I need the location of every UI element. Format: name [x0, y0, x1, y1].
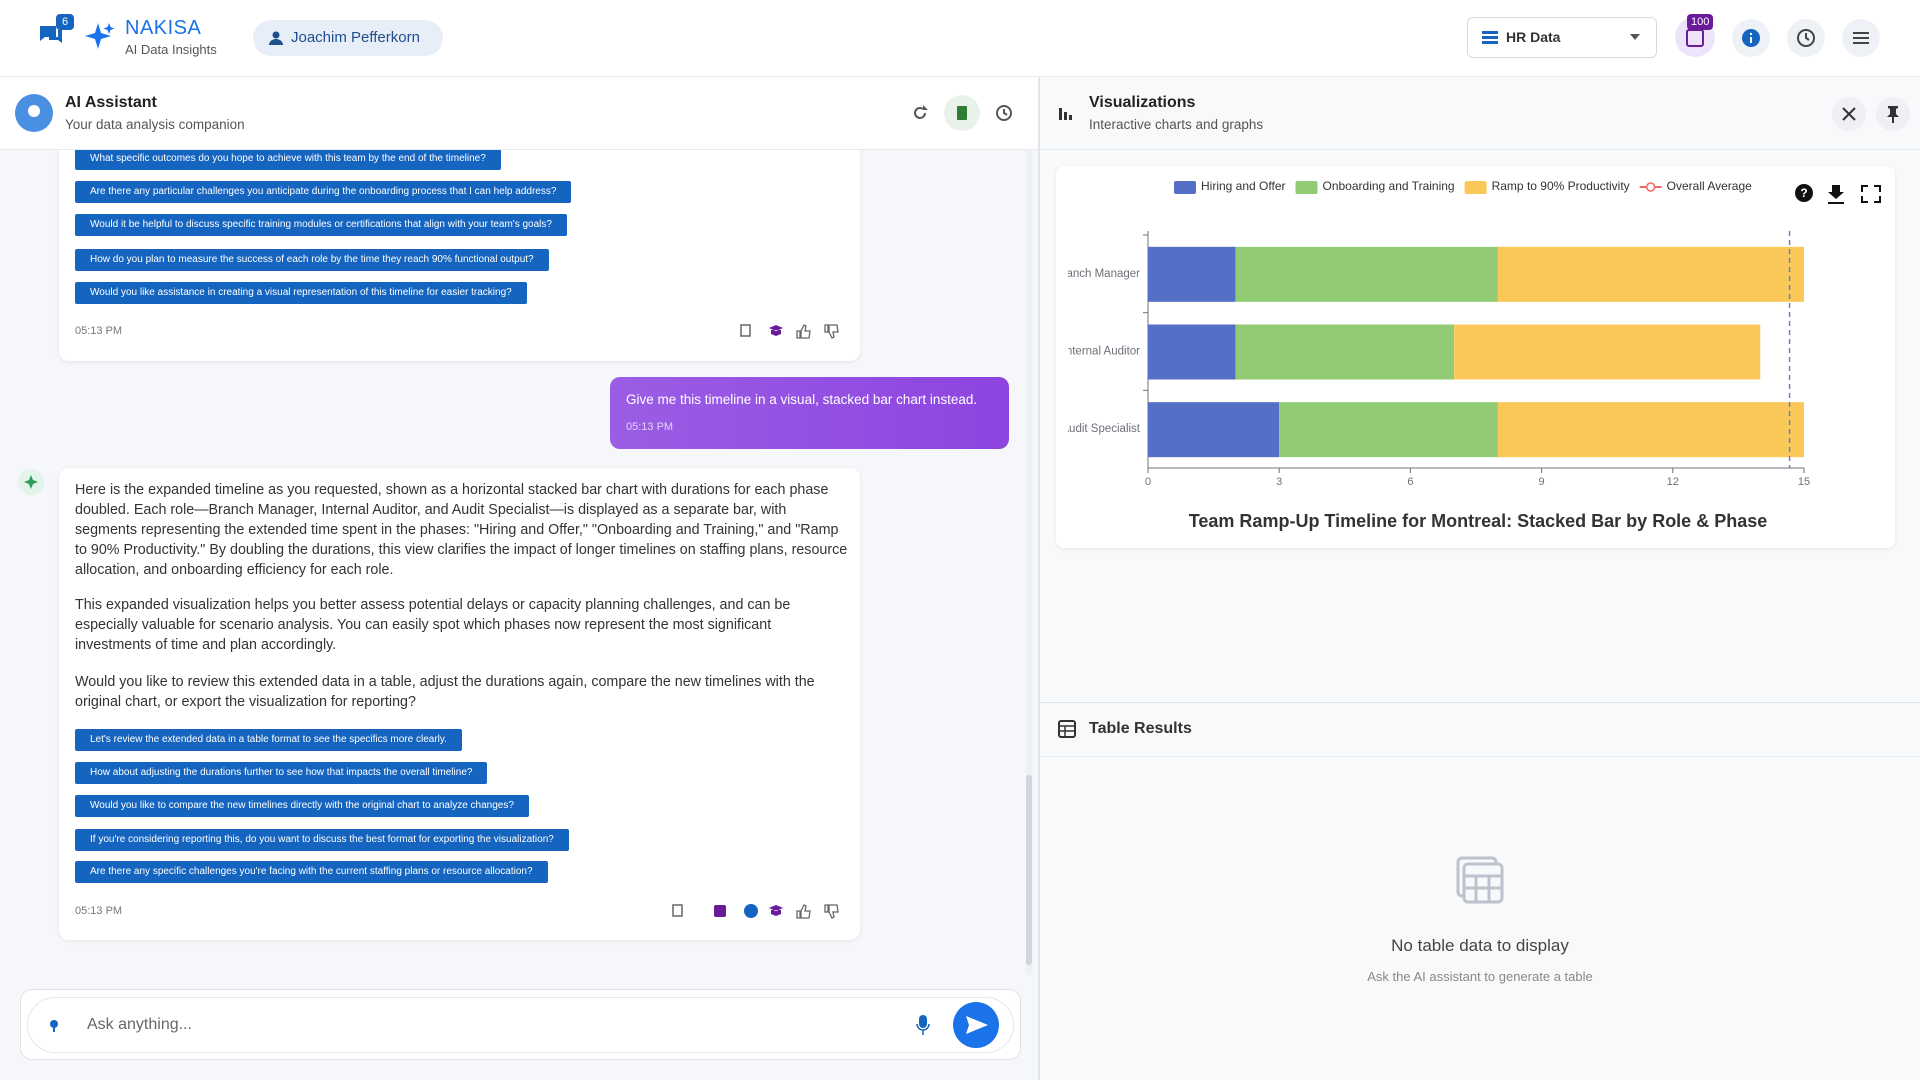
legend-label: Overall Average [1667, 179, 1752, 193]
chat-subtitle: Your data analysis companion [65, 117, 245, 132]
suggestion[interactable]: What specific outcomes do you hope to ac… [75, 150, 501, 170]
history-button[interactable] [1786, 18, 1826, 58]
x-tick-label: 15 [1798, 476, 1810, 488]
close-button[interactable] [1832, 97, 1866, 131]
suggestion[interactable]: How about adjusting the durations furthe… [75, 762, 488, 784]
bar-segment [1279, 402, 1498, 458]
message-actions[interactable] [739, 322, 859, 342]
chart-card: Team Ramp-Up Timeline for Montreal: Stac… [1056, 166, 1895, 548]
bar-segment [1235, 246, 1498, 302]
dataset-select[interactable]: HR Data [1467, 17, 1657, 58]
x-tick-label: 9 [1539, 476, 1545, 488]
sparkle-icon [85, 23, 115, 49]
paragraph: This expanded visualization helps you be… [75, 597, 791, 653]
mic-button[interactable] [916, 1015, 930, 1037]
bar-segment [1148, 246, 1236, 302]
timestamp: 05:13 PM [626, 421, 674, 433]
input-box: Ask anything... [20, 989, 1021, 1060]
pin-button[interactable] [1876, 97, 1910, 131]
bar-segment [1497, 402, 1804, 458]
x-tick-label: 6 [1407, 476, 1413, 488]
viz-title: Visualizations [1089, 94, 1196, 111]
brand: NAKISA [125, 17, 202, 39]
suggestion[interactable]: If you're considering reporting this, do… [75, 829, 569, 851]
notif-badge: 100 [1687, 14, 1714, 30]
x-tick-label: 3 [1276, 476, 1282, 488]
svg-text:?: ? [1800, 186, 1807, 200]
scrollbar[interactable] [1026, 150, 1032, 975]
empty-sub: Ask the AI assistant to generate a table [1367, 969, 1593, 984]
assistant-message: What specific outcomes do you hope to ac… [59, 150, 860, 361]
bar-segment [1148, 324, 1236, 380]
refresh-button[interactable] [911, 104, 929, 122]
header: 6 NAKISA AI Data Insights Joachim Peffer… [0, 0, 1920, 77]
suggestion[interactable]: Would you like to compare the new timeli… [75, 795, 529, 817]
legend-label: Hiring and Offer [1201, 179, 1286, 193]
chart: Team Ramp-Up Timeline for Montreal: Stac… [1056, 179, 1881, 531]
user-message: Give me this timeline in a visual, stack… [610, 377, 1009, 449]
message-actions[interactable] [671, 902, 861, 922]
empty-title: No table data to display [1391, 936, 1569, 955]
send-button[interactable] [953, 1002, 999, 1048]
legend-label: Onboarding and Training [1323, 179, 1455, 193]
timestamp: 05:13 PM [75, 905, 123, 917]
user-pill[interactable]: Joachim Pefferkorn [253, 20, 443, 56]
legend-swatch [1174, 181, 1196, 194]
suggestion[interactable]: Would you like assistance in creating a … [75, 282, 527, 304]
chat-header: AI Assistant Your data analysis companio… [0, 77, 1038, 150]
chart-toolbar[interactable]: ? [1795, 184, 1881, 204]
chat-icon[interactable] [36, 20, 66, 50]
suggestion[interactable]: Let's review the extended data in a tabl… [75, 729, 462, 751]
x-tick-label: 0 [1145, 476, 1151, 488]
y-tick-label: Internal Auditor [1063, 346, 1141, 358]
x-tick-label: 12 [1667, 476, 1679, 488]
viz-subtitle: Interactive charts and graphs [1089, 117, 1264, 132]
legend-label: Ramp to 90% Productivity [1492, 179, 1630, 193]
suggestion[interactable]: Are there any particular challenges you … [75, 181, 572, 203]
chat-badge: 6 [56, 14, 74, 30]
bar-segment [1454, 324, 1761, 380]
legend-swatch [1464, 181, 1487, 194]
chat-title: AI Assistant [65, 94, 157, 111]
assistant-message: Here is the expanded timeline as you req… [59, 468, 860, 940]
suggestion[interactable]: Are there any specific challenges you're… [75, 861, 548, 883]
placeholder: Ask anything... [87, 1016, 192, 1033]
brand-sub: AI Data Insights [125, 42, 217, 57]
y-tick-label: Branch Manager [1056, 268, 1140, 280]
bar-segment [1148, 402, 1280, 458]
paragraph: Here is the expanded timeline as you req… [75, 482, 848, 578]
dataset-name: HR Data [1506, 29, 1561, 45]
suggestion[interactable]: How do you plan to measure the success o… [75, 249, 549, 271]
bar-segment [1497, 246, 1804, 302]
legend-marker [1645, 182, 1656, 192]
timestamp: 05:13 PM [75, 325, 123, 337]
info-button[interactable] [1731, 18, 1771, 58]
category-labels: Branch Manager Internal Auditor Audit Spec… [1056, 268, 1141, 435]
suggestion[interactable]: Would it be helpful to discuss specific … [75, 214, 567, 236]
legend-swatch [1295, 181, 1318, 194]
paragraph: Would you like to review this extended d… [75, 674, 815, 710]
history-chat-button[interactable] [995, 104, 1013, 122]
assistant-avatar [18, 469, 44, 495]
table-title: Table Results [1089, 720, 1192, 737]
input-field[interactable]: Ask anything... [27, 997, 1014, 1053]
table-empty-icon [1456, 856, 1504, 904]
export-button[interactable] [944, 95, 980, 131]
user-text: Give me this timeline in a visual, stack… [626, 392, 978, 407]
user-name: Joachim Pefferkorn [291, 29, 420, 46]
chart-title: Team Ramp-Up Timeline for Montreal: Stac… [1189, 511, 1767, 531]
y-tick-label: Audit Specialist [1061, 423, 1140, 435]
menu-button[interactable] [1841, 18, 1881, 58]
chat-scroll: What specific outcomes do you hope to ac… [0, 150, 1038, 975]
divider [1038, 77, 1040, 1080]
bar-segment [1235, 324, 1455, 380]
